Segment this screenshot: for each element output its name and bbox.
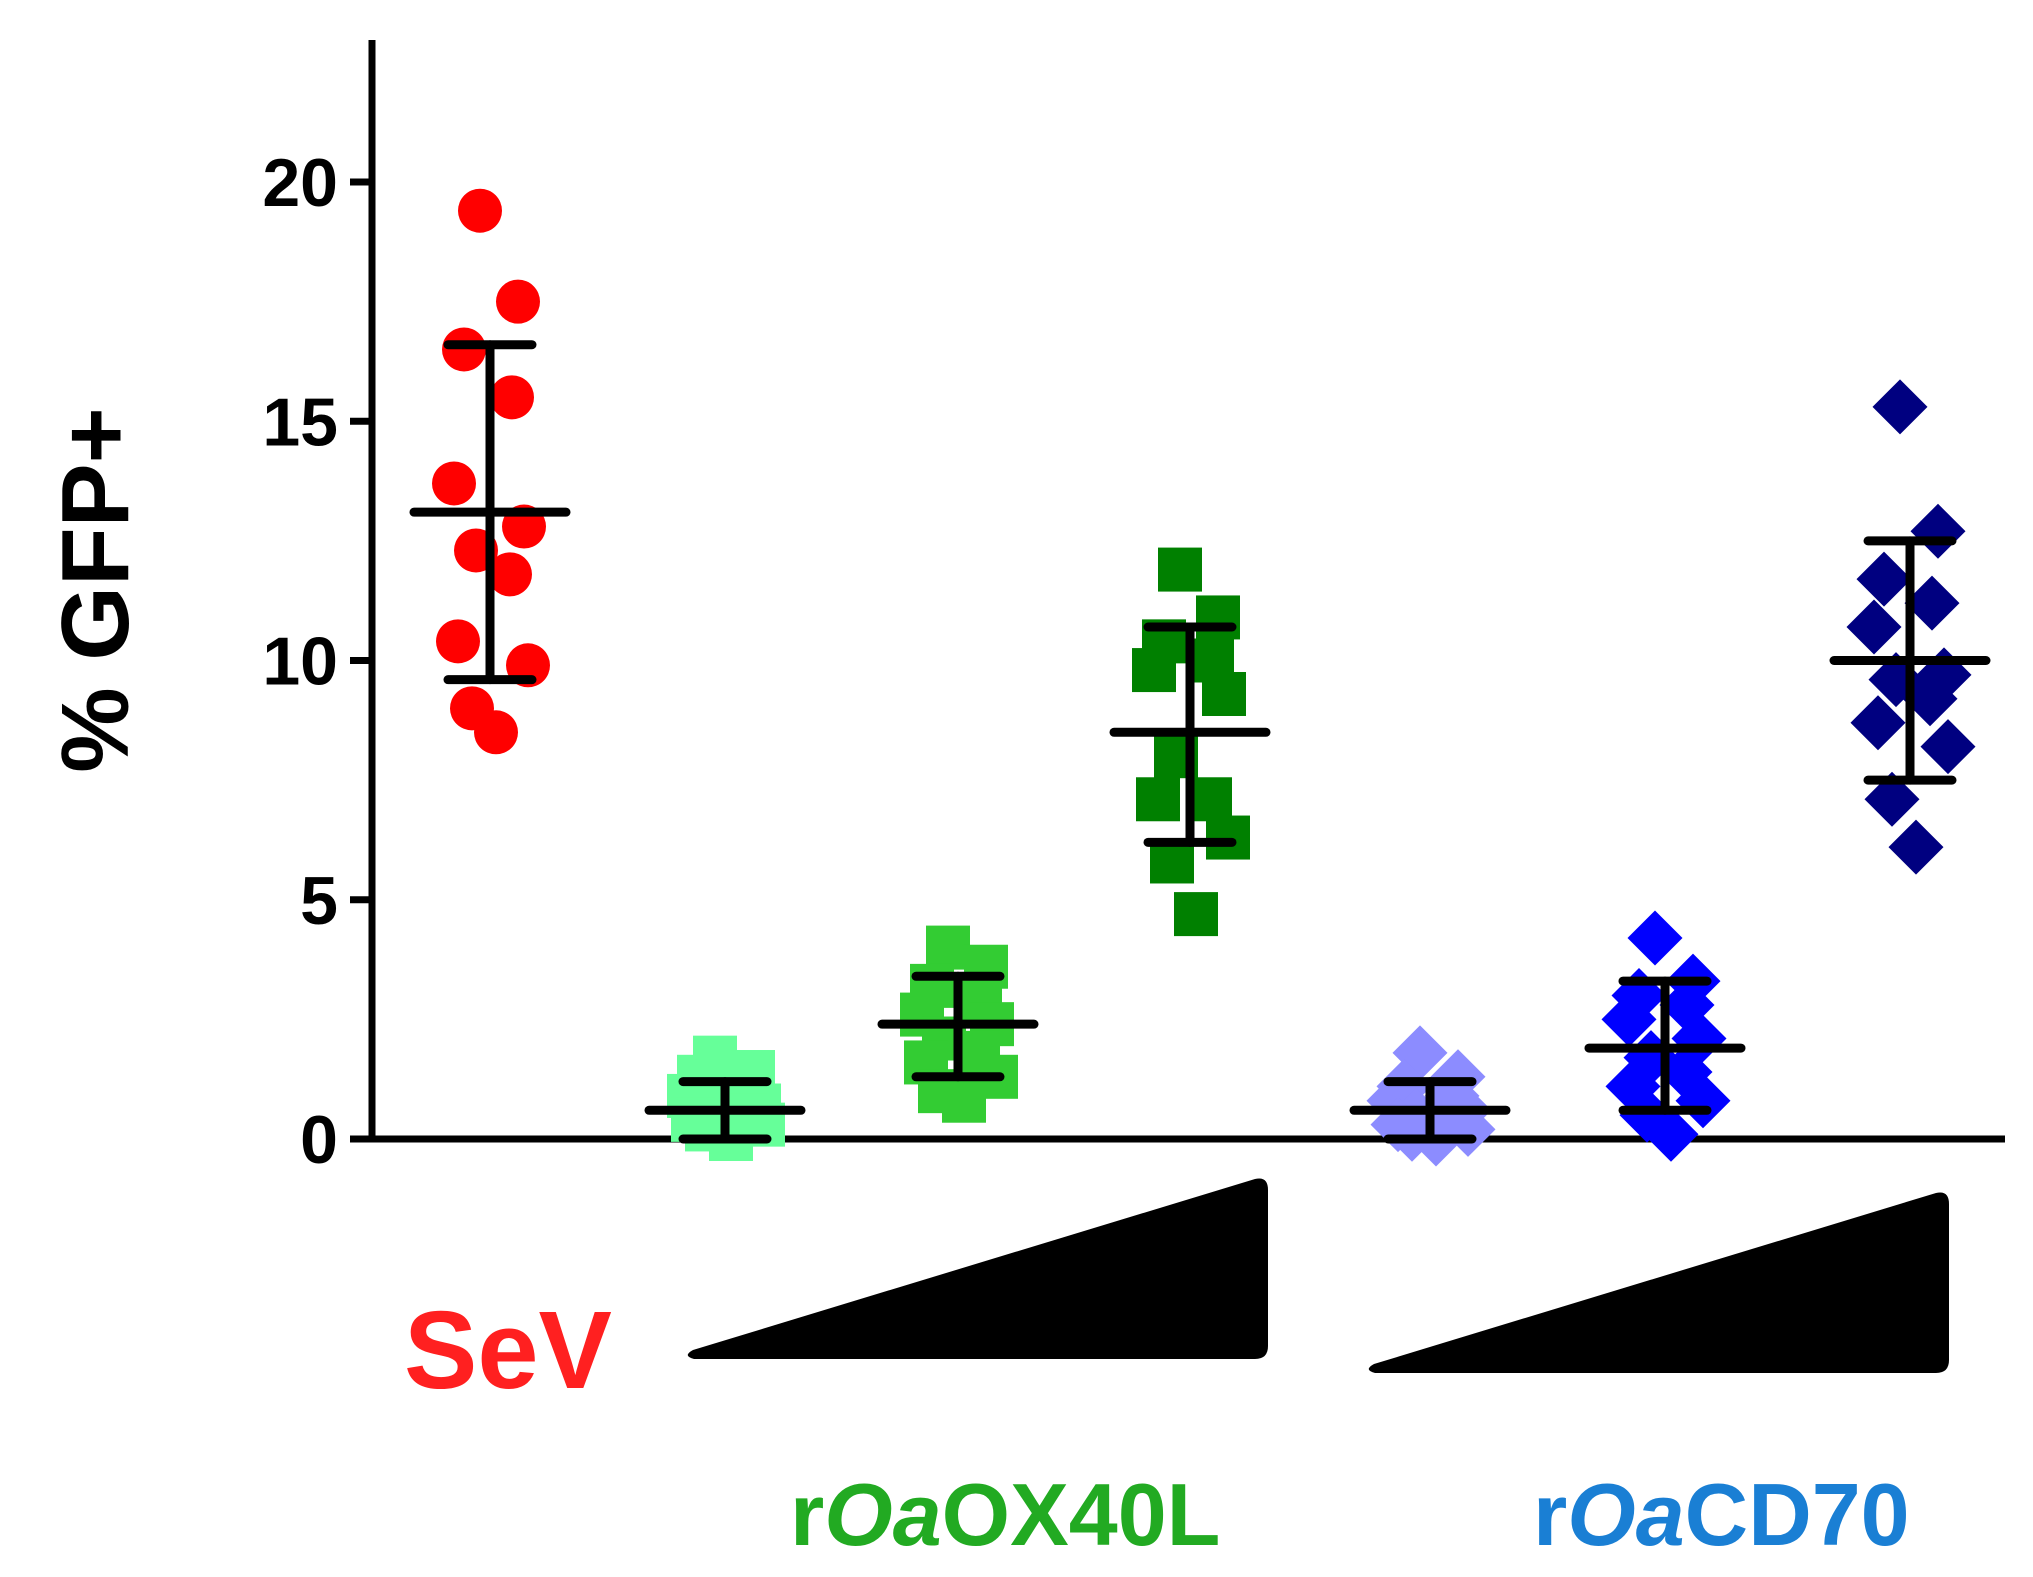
data-point: [1846, 599, 1902, 655]
y-tick-label: 0: [300, 1102, 338, 1178]
data-point: [1206, 815, 1250, 860]
data-point: [1627, 910, 1683, 966]
data-points: [432, 188, 1976, 1167]
data-point: [1864, 771, 1920, 827]
data-point: [1643, 1106, 1699, 1162]
data-point: [474, 710, 518, 755]
y-axis-label: % GFP+: [42, 407, 149, 772]
y-tick-label: 15: [262, 384, 338, 460]
data-point: [1872, 379, 1928, 435]
axes: [368, 40, 2005, 1143]
y-tick-label: 20: [262, 145, 338, 221]
cd70-label: rOaCD70: [1533, 1465, 1910, 1564]
y-tick-label: 5: [300, 863, 338, 939]
data-point: [1202, 671, 1246, 716]
sev-label: SeV: [404, 1289, 612, 1412]
error-bars: [409, 340, 1991, 1144]
data-point: [1902, 671, 1958, 727]
data-point: [1132, 648, 1176, 693]
data-point: [1910, 503, 1966, 559]
dose-wedges: [687, 1178, 1949, 1373]
data-point: [436, 619, 480, 664]
ox40l-label: rOaOX40L: [790, 1465, 1220, 1564]
data-point: [490, 375, 534, 420]
data-point: [1188, 777, 1232, 822]
ox40l-dose-wedge: [687, 1178, 1268, 1359]
data-point: [1136, 777, 1180, 822]
y-ticks: 0 5 10 15 20: [262, 145, 372, 1178]
data-point: [432, 461, 476, 506]
y-tick-label: 10: [262, 624, 338, 700]
data-point: [1904, 575, 1960, 631]
data-point: [496, 279, 540, 324]
data-point: [1158, 547, 1202, 592]
data-point: [1850, 695, 1906, 751]
data-point: [942, 1078, 986, 1123]
data-point: [1888, 819, 1944, 875]
data-point: [442, 327, 486, 372]
data-point: [1196, 595, 1240, 640]
data-point: [488, 552, 532, 597]
data-point: [1601, 991, 1657, 1047]
data-point: [458, 188, 502, 233]
group-labels: SeV rOaOX40L rOaCD70: [404, 1289, 1910, 1564]
data-point: [1174, 892, 1218, 937]
data-point: [926, 925, 970, 970]
data-point: [1856, 551, 1912, 607]
cd70-dose-wedge: [1368, 1192, 1949, 1373]
data-point: [1920, 719, 1976, 775]
